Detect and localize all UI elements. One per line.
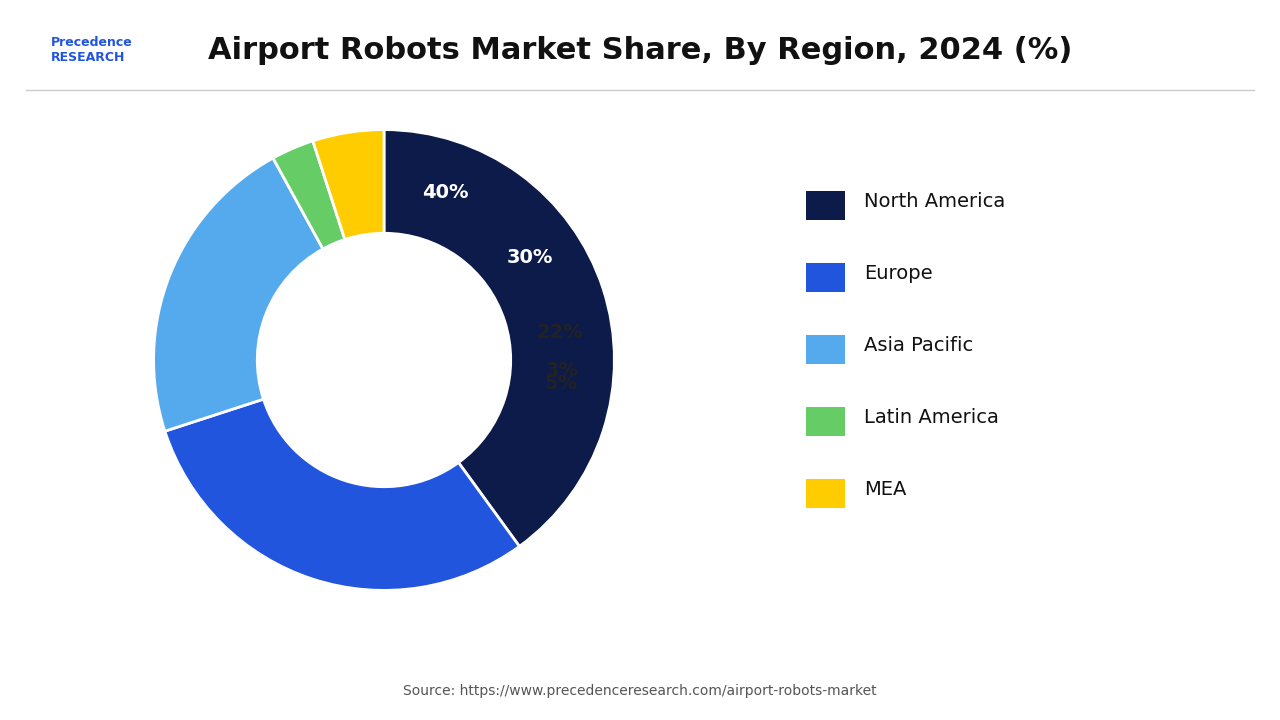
Text: 22%: 22% [538, 323, 584, 341]
Wedge shape [154, 158, 323, 431]
Text: Europe: Europe [864, 264, 933, 283]
Text: Latin America: Latin America [864, 408, 998, 427]
Text: MEA: MEA [864, 480, 906, 499]
Text: 5%: 5% [544, 374, 577, 393]
Wedge shape [273, 141, 344, 249]
Text: 30%: 30% [507, 248, 553, 267]
Text: Source: https://www.precedenceresearch.com/airport-robots-market: Source: https://www.precedenceresearch.c… [403, 684, 877, 698]
Text: Airport Robots Market Share, By Region, 2024 (%): Airport Robots Market Share, By Region, … [207, 36, 1073, 65]
Text: 3%: 3% [545, 361, 579, 380]
Wedge shape [312, 130, 384, 240]
Text: Precedence
RESEARCH: Precedence RESEARCH [51, 37, 133, 64]
Text: Asia Pacific: Asia Pacific [864, 336, 973, 355]
Text: 40%: 40% [422, 183, 468, 202]
Wedge shape [384, 130, 614, 546]
Wedge shape [165, 399, 520, 590]
Text: North America: North America [864, 192, 1005, 211]
